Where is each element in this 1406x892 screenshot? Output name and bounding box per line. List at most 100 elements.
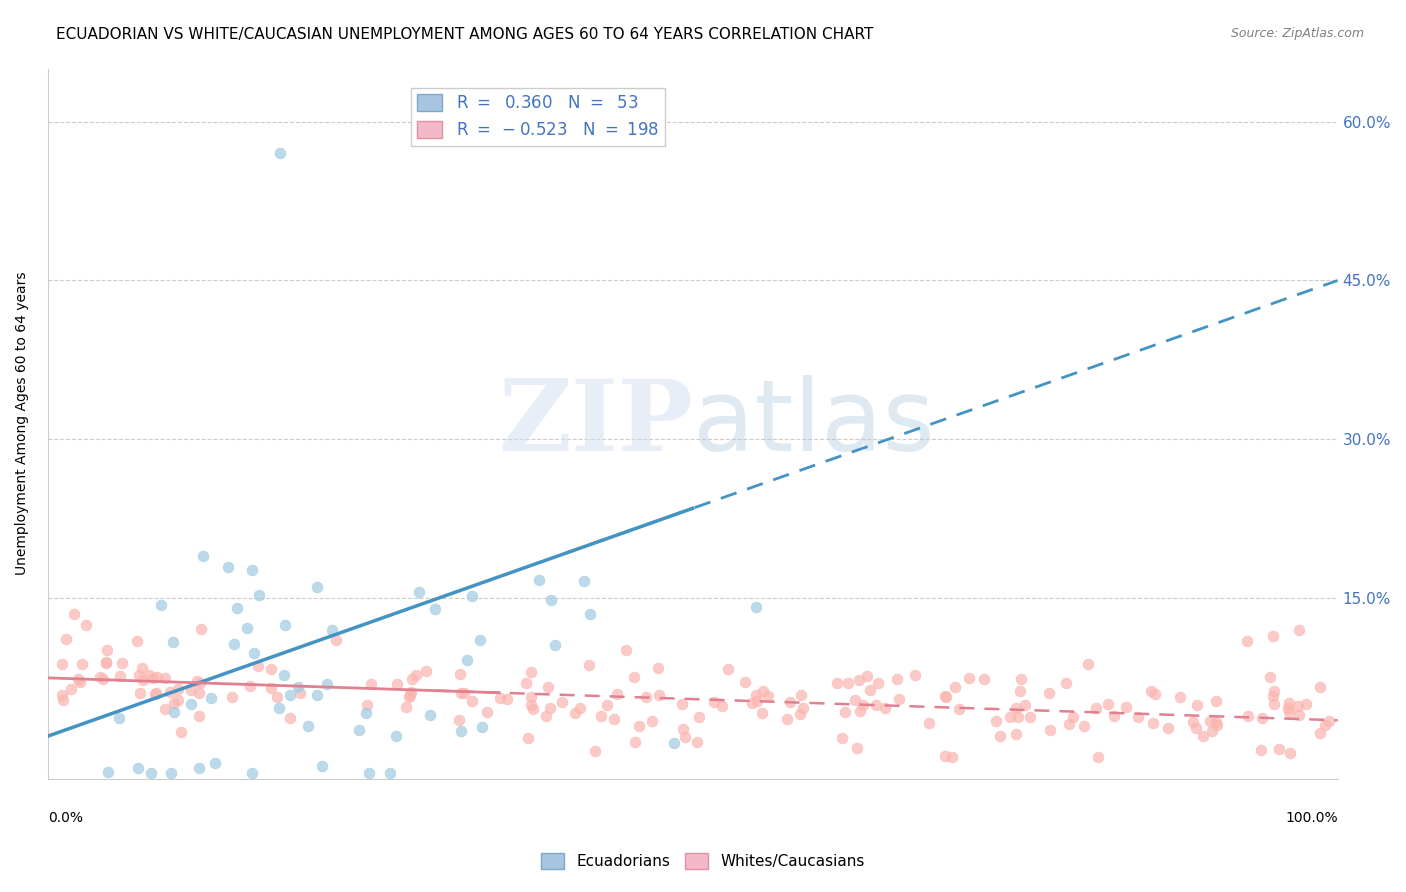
Text: 100.0%: 100.0%	[1285, 811, 1337, 824]
Point	[238, 680, 260, 694]
Point	[242, 646, 264, 660]
Point	[1077, 657, 1099, 672]
Point	[160, 766, 183, 780]
Point	[51, 688, 73, 702]
Point	[356, 698, 378, 713]
Point	[583, 743, 606, 757]
Point	[110, 669, 132, 683]
Point	[540, 592, 562, 607]
Point	[155, 672, 177, 686]
Point	[984, 714, 1007, 728]
Point	[543, 638, 565, 652]
Point	[408, 584, 430, 599]
Point	[146, 670, 169, 684]
Point	[1263, 628, 1285, 642]
Point	[1278, 706, 1301, 720]
Point	[418, 707, 440, 722]
Point	[128, 668, 150, 682]
Point	[1192, 729, 1215, 743]
Point	[52, 693, 75, 707]
Point	[1295, 698, 1317, 712]
Point	[538, 700, 561, 714]
Point	[886, 672, 908, 686]
Point	[1115, 700, 1137, 714]
Point	[96, 655, 118, 669]
Point	[399, 689, 422, 703]
Point	[325, 632, 347, 647]
Point	[70, 657, 93, 672]
Point	[398, 690, 420, 704]
Point	[574, 574, 596, 589]
Point	[935, 690, 957, 704]
Point	[1097, 698, 1119, 712]
Point	[1205, 693, 1227, 707]
Point	[62, 607, 84, 622]
Point	[401, 685, 423, 699]
Point	[269, 146, 291, 161]
Point	[703, 695, 725, 709]
Point	[162, 635, 184, 649]
Point	[790, 689, 813, 703]
Point	[200, 690, 222, 705]
Point	[1157, 722, 1180, 736]
Point	[1315, 718, 1337, 732]
Point	[190, 622, 212, 636]
Point	[1062, 709, 1084, 723]
Point	[522, 702, 544, 716]
Point	[55, 632, 77, 646]
Point	[865, 698, 887, 713]
Point	[460, 694, 482, 708]
Point	[1201, 724, 1223, 739]
Point	[1279, 746, 1302, 760]
Point	[1142, 716, 1164, 731]
Point	[1277, 701, 1299, 715]
Point	[405, 668, 427, 682]
Point	[496, 692, 519, 706]
Point	[852, 698, 875, 712]
Point	[240, 766, 263, 780]
Point	[170, 725, 193, 739]
Point	[745, 688, 768, 702]
Point	[456, 653, 478, 667]
Point	[647, 661, 669, 675]
Point	[415, 664, 437, 678]
Point	[273, 668, 295, 682]
Point	[354, 706, 377, 721]
Point	[394, 700, 416, 714]
Point	[1168, 690, 1191, 705]
Point	[280, 711, 302, 725]
Point	[569, 701, 592, 715]
Point	[672, 722, 695, 736]
Legend: $\mathregular{R\ =\ \ 0.360\ \ \ N\ =\ \ 53}$, $\mathregular{R\ =\ -0.523\ \ \ N: $\mathregular{R\ =\ \ 0.360\ \ \ N\ =\ \…	[411, 87, 665, 145]
Point	[349, 723, 371, 738]
Point	[1102, 709, 1125, 723]
Point	[187, 761, 209, 775]
Point	[311, 759, 333, 773]
Point	[1005, 726, 1028, 740]
Point	[623, 670, 645, 684]
Point	[316, 677, 339, 691]
Point	[468, 632, 491, 647]
Point	[792, 701, 814, 715]
Point	[188, 676, 211, 690]
Point	[1251, 711, 1274, 725]
Point	[988, 729, 1011, 743]
Point	[155, 702, 177, 716]
Point	[848, 673, 870, 688]
Point	[675, 730, 697, 744]
Point	[477, 706, 499, 720]
Point	[1140, 683, 1163, 698]
Point	[779, 695, 801, 709]
Point	[166, 682, 188, 697]
Point	[278, 688, 301, 702]
Point	[848, 704, 870, 718]
Point	[859, 682, 882, 697]
Point	[128, 686, 150, 700]
Point	[1205, 717, 1227, 731]
Point	[527, 573, 550, 587]
Point	[96, 764, 118, 779]
Point	[1038, 686, 1060, 700]
Point	[596, 698, 619, 712]
Point	[290, 686, 312, 700]
Point	[745, 693, 768, 707]
